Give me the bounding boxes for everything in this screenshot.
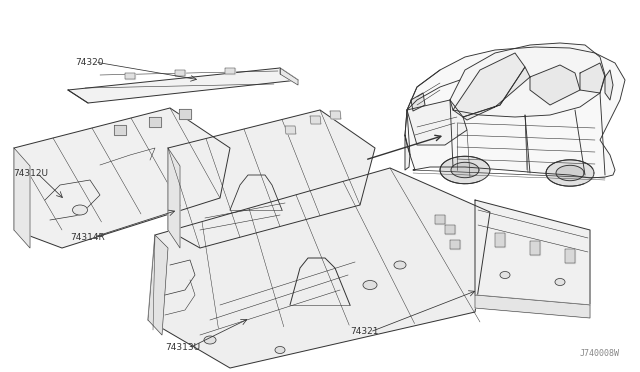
- Polygon shape: [556, 165, 584, 181]
- Polygon shape: [148, 235, 168, 335]
- Polygon shape: [445, 225, 455, 234]
- Polygon shape: [475, 200, 590, 305]
- Text: 74321: 74321: [350, 327, 378, 337]
- Text: 74314R: 74314R: [70, 232, 105, 241]
- Polygon shape: [168, 110, 375, 248]
- Polygon shape: [451, 162, 479, 178]
- Polygon shape: [530, 65, 580, 105]
- Polygon shape: [411, 93, 425, 111]
- Polygon shape: [14, 148, 30, 248]
- Ellipse shape: [394, 261, 406, 269]
- Polygon shape: [495, 233, 505, 247]
- Polygon shape: [280, 68, 298, 85]
- Ellipse shape: [275, 346, 285, 353]
- Polygon shape: [407, 100, 467, 145]
- Polygon shape: [149, 117, 161, 127]
- Ellipse shape: [363, 280, 377, 289]
- Polygon shape: [168, 148, 180, 248]
- Polygon shape: [463, 67, 530, 120]
- Polygon shape: [435, 215, 445, 224]
- Polygon shape: [605, 70, 613, 100]
- Ellipse shape: [555, 279, 565, 285]
- Polygon shape: [475, 295, 590, 318]
- Polygon shape: [68, 68, 298, 103]
- Polygon shape: [225, 68, 235, 74]
- Text: 74313U: 74313U: [165, 343, 200, 353]
- Polygon shape: [175, 70, 185, 76]
- Ellipse shape: [72, 205, 88, 215]
- Polygon shape: [453, 53, 525, 117]
- Polygon shape: [405, 47, 625, 178]
- Polygon shape: [450, 240, 460, 249]
- Polygon shape: [405, 135, 410, 170]
- Polygon shape: [285, 126, 296, 134]
- Polygon shape: [310, 116, 321, 124]
- Polygon shape: [330, 111, 341, 119]
- Polygon shape: [148, 168, 490, 368]
- Polygon shape: [179, 109, 191, 119]
- Ellipse shape: [204, 336, 216, 344]
- Text: J740008W: J740008W: [580, 349, 620, 358]
- Polygon shape: [440, 156, 490, 184]
- Polygon shape: [450, 43, 605, 117]
- Polygon shape: [114, 125, 126, 135]
- Polygon shape: [565, 249, 575, 263]
- Polygon shape: [580, 63, 605, 93]
- Polygon shape: [14, 108, 230, 248]
- Polygon shape: [530, 241, 540, 255]
- Text: 74320: 74320: [75, 58, 104, 67]
- Ellipse shape: [500, 272, 510, 279]
- Polygon shape: [125, 73, 135, 79]
- Text: 74312U: 74312U: [13, 169, 48, 177]
- Polygon shape: [546, 160, 594, 186]
